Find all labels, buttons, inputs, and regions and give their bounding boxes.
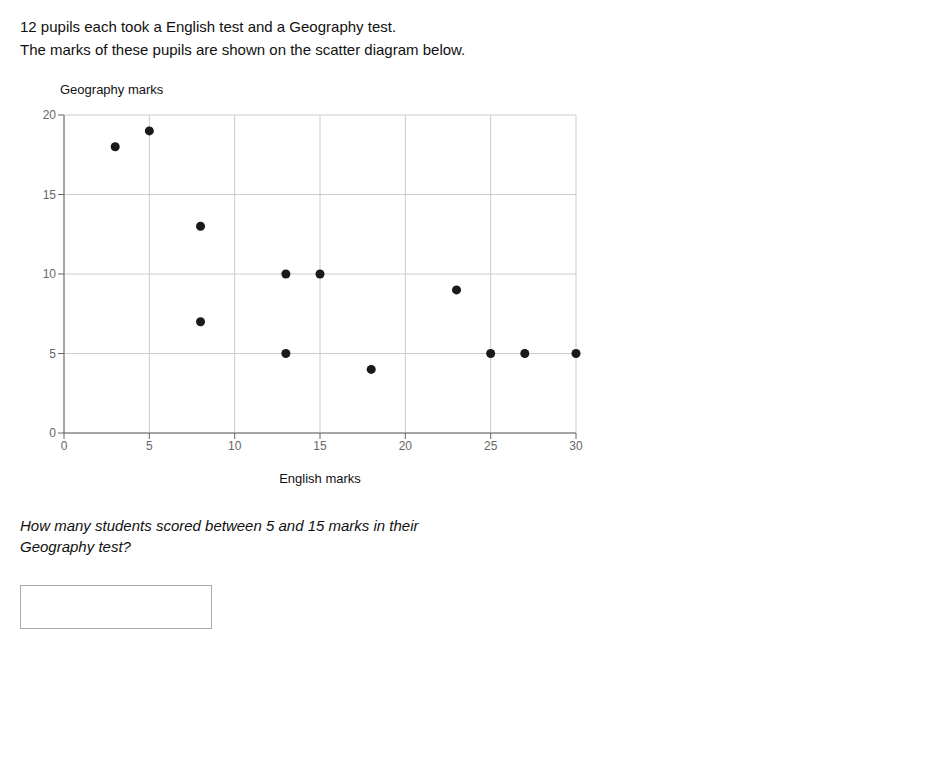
svg-text:15: 15: [43, 188, 57, 202]
svg-text:20: 20: [43, 108, 57, 122]
html-text:Geography test?: Geography test?: [20, 538, 131, 555]
html-text:Geography marks: Geography marks: [60, 82, 164, 97]
svg-text:30: 30: [569, 439, 583, 453]
html-text:12 pupils each took a English: 12 pupils each took a English test and a…: [20, 18, 397, 35]
svg-text:10: 10: [43, 267, 57, 281]
html-text:The marks of these pupils are: The marks of these pupils are shown on t…: [20, 41, 466, 58]
svg-text:10: 10: [228, 439, 242, 453]
svg-text:25: 25: [484, 439, 498, 453]
svg-text:English marks: English marks: [279, 471, 361, 486]
svg-text:0: 0: [49, 426, 56, 440]
html-text:How many students scored betwe: How many students scored between 5 and 1…: [20, 517, 419, 534]
svg-text:5: 5: [49, 347, 56, 361]
svg-text:5: 5: [146, 439, 153, 453]
svg-text:15: 15: [313, 439, 327, 453]
svg-text:0: 0: [61, 439, 68, 453]
svg-text:20: 20: [399, 439, 413, 453]
